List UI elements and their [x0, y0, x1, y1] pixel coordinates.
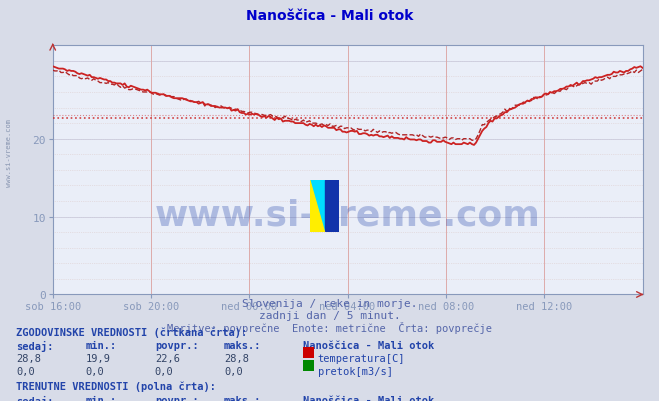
Text: Nanoščica - Mali otok: Nanoščica - Mali otok [303, 395, 434, 401]
Text: min.:: min.: [86, 340, 117, 350]
Text: 19,9: 19,9 [86, 354, 111, 363]
Text: 28,8: 28,8 [16, 354, 42, 363]
Text: 0,0: 0,0 [224, 367, 243, 377]
Text: sedaj:: sedaj: [16, 395, 54, 401]
Text: 0,0: 0,0 [86, 367, 104, 377]
Text: 0,0: 0,0 [16, 367, 35, 377]
Text: povpr.:: povpr.: [155, 395, 198, 401]
Text: Nanoščica - Mali otok: Nanoščica - Mali otok [246, 9, 413, 23]
Polygon shape [325, 180, 339, 233]
Text: www.si-vreme.com: www.si-vreme.com [5, 118, 12, 186]
Polygon shape [310, 180, 325, 233]
Text: povpr.:: povpr.: [155, 340, 198, 350]
Text: min.:: min.: [86, 395, 117, 401]
Text: temperatura[C]: temperatura[C] [318, 354, 405, 363]
Text: pretok[m3/s]: pretok[m3/s] [318, 367, 393, 377]
Text: zadnji dan / 5 minut.: zadnji dan / 5 minut. [258, 310, 401, 320]
Text: www.si-vreme.com: www.si-vreme.com [155, 198, 540, 232]
Text: maks.:: maks.: [224, 340, 262, 350]
Text: maks.:: maks.: [224, 395, 262, 401]
Text: Slovenija / reke in morje.: Slovenija / reke in morje. [242, 299, 417, 309]
Text: 22,6: 22,6 [155, 354, 180, 363]
Text: ZGODOVINSKE VREDNOSTI (črtkana črta):: ZGODOVINSKE VREDNOSTI (črtkana črta): [16, 327, 248, 337]
Text: sedaj:: sedaj: [16, 340, 54, 352]
Text: 0,0: 0,0 [155, 367, 173, 377]
Text: TRENUTNE VREDNOSTI (polna črta):: TRENUTNE VREDNOSTI (polna črta): [16, 381, 216, 391]
Text: Nanoščica - Mali otok: Nanoščica - Mali otok [303, 340, 434, 350]
Polygon shape [310, 180, 325, 233]
Text: 28,8: 28,8 [224, 354, 249, 363]
Text: Meritve: povprečne  Enote: metrične  Črta: povprečje: Meritve: povprečne Enote: metrične Črta:… [167, 321, 492, 333]
